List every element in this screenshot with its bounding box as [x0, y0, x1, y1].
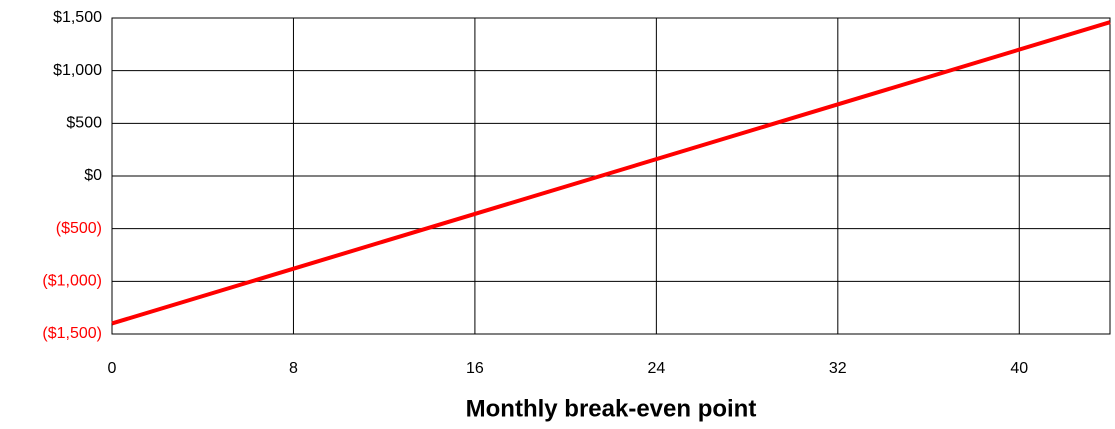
- y-tick-label: $1,500: [53, 9, 102, 26]
- y-tick-label: $500: [66, 115, 102, 132]
- data-line: [111, 20, 1111, 326]
- y-tick-label: ($1,000): [42, 273, 102, 290]
- x-tick-label: 0: [108, 360, 117, 377]
- plot-border: [111, 17, 1111, 335]
- x-axis-title: Monthly break-even point: [466, 395, 757, 422]
- x-tick-label: 16: [466, 360, 484, 377]
- y-tick-label: ($1,500): [42, 325, 102, 342]
- x-tick-label: 32: [829, 360, 847, 377]
- x-tick-label: 8: [289, 360, 298, 377]
- y-tick-label: $1,000: [53, 62, 102, 79]
- x-tick-label: 24: [647, 360, 665, 377]
- y-tick-label: $0: [84, 167, 102, 184]
- y-tick-label: ($500): [56, 220, 102, 237]
- x-tick-label: 40: [1010, 360, 1028, 377]
